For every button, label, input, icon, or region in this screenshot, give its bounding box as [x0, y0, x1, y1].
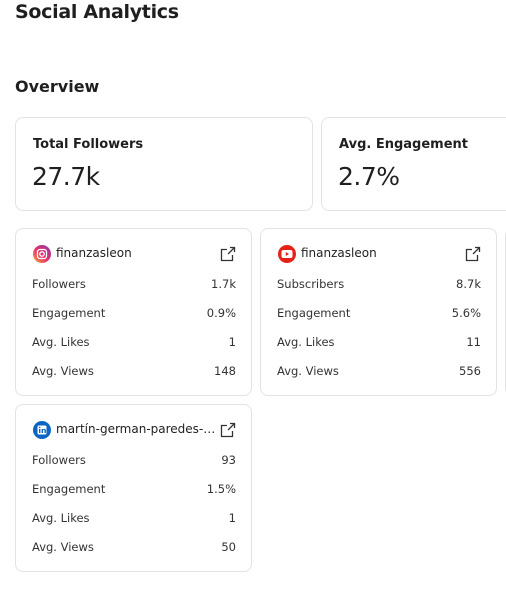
stat-label: Total Followers: [33, 137, 144, 152]
metric-value: 50: [221, 540, 236, 554]
metric-label: Avg. Views: [32, 540, 94, 554]
external-link[interactable]: [465, 246, 481, 262]
metric-value: 1.5%: [206, 482, 236, 496]
stat-value: 27.7k: [32, 162, 100, 191]
metric-value: 148: [214, 364, 236, 378]
stat-value: 2.7%: [338, 162, 400, 191]
metric-label: Avg. Views: [277, 364, 339, 378]
account-card: finanzasleon Subscribers 8.7k Engagement 5.6…: [260, 228, 497, 396]
metric-value: 1: [228, 335, 236, 349]
metric-label: Followers: [32, 277, 86, 291]
metric-label: Avg. Likes: [32, 335, 90, 349]
stat-card: Total Followers 27.7k: [15, 117, 313, 211]
linkedin-icon: [33, 421, 51, 439]
metric-value: 1.7k: [211, 277, 236, 291]
account-name: martín-german-paredes-…: [56, 422, 216, 436]
account-name: finanzasleon: [301, 246, 377, 260]
external-link[interactable]: [220, 422, 236, 438]
account-card: finanzasleon Followers 1.7k Engagement 0.9% A…: [15, 228, 252, 396]
metric-label: Followers: [32, 453, 86, 467]
metric-value: 8.7k: [456, 277, 481, 291]
metric-value: 0.9%: [206, 306, 236, 320]
metric-label: Engagement: [277, 306, 351, 320]
account-name: finanzasleon: [56, 246, 132, 260]
metric-label: Engagement: [32, 306, 106, 320]
metric-label: Avg. Views: [32, 364, 94, 378]
metric-value: 1: [228, 511, 236, 525]
metric-value: 93: [221, 453, 236, 467]
page-title: Social Analytics: [15, 1, 179, 23]
metric-value: 556: [459, 364, 481, 378]
youtube-icon: [278, 245, 296, 263]
metric-label: Avg. Likes: [32, 511, 90, 525]
section-title: Overview: [15, 77, 100, 96]
instagram-icon: [33, 245, 51, 263]
external-link[interactable]: [220, 246, 236, 262]
stat-label: Avg. Engagement: [339, 137, 469, 152]
stat-card: Avg. Engagement 2.7%: [321, 117, 506, 211]
metric-label: Subscribers: [277, 277, 345, 291]
account-card: martín-german-paredes-… Followers 93 Engage…: [15, 404, 252, 572]
metric-label: Engagement: [32, 482, 106, 496]
metric-label: Avg. Likes: [277, 335, 335, 349]
metric-value: 5.6%: [451, 306, 481, 320]
metric-value: 11: [466, 335, 481, 349]
